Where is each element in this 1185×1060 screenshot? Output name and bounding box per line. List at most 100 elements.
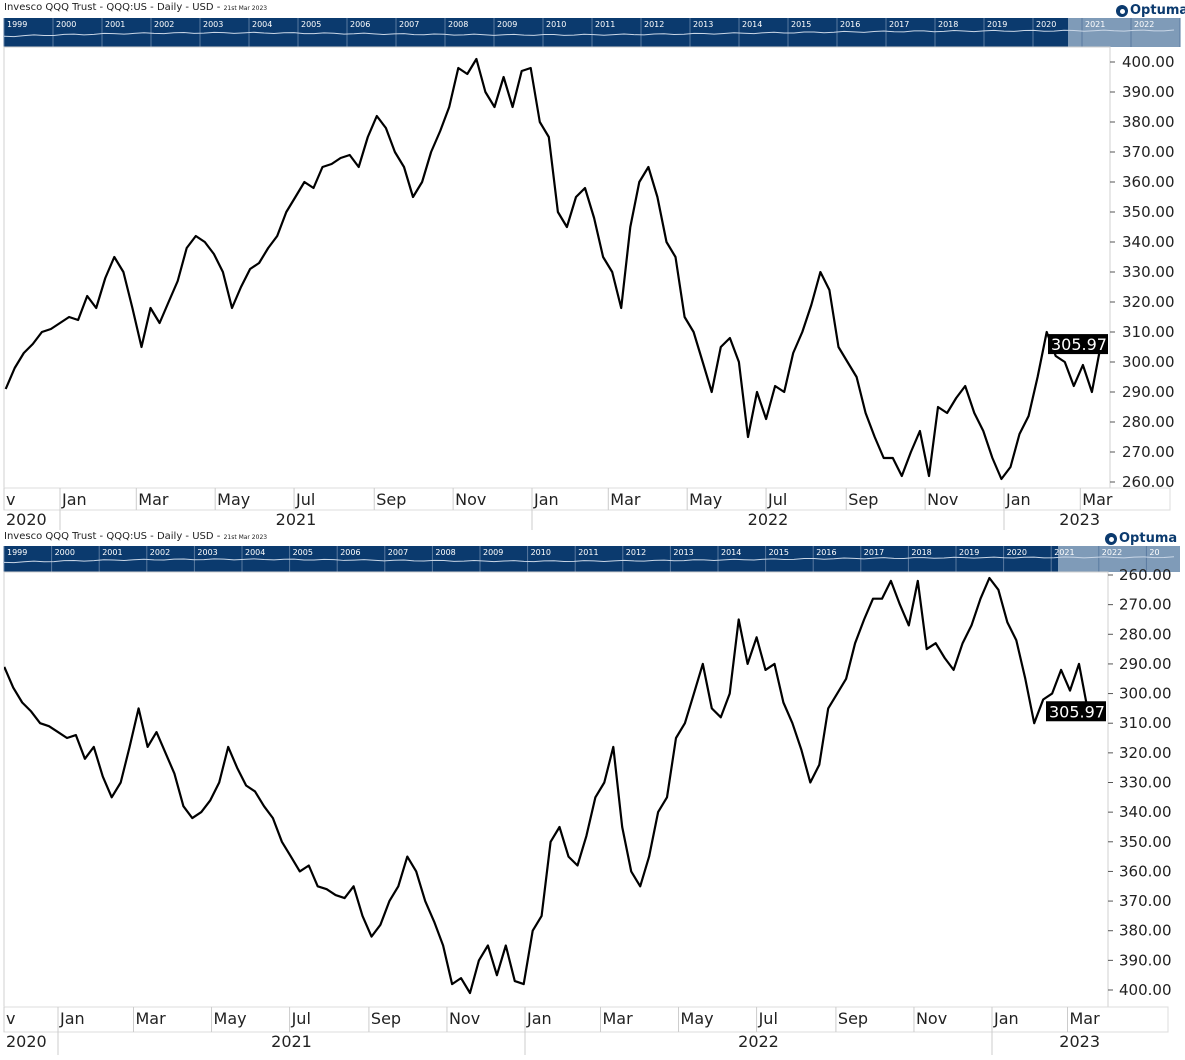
navigator-year-label: 2019 [987,20,1007,29]
x-axis-month-label: Jan [1005,490,1031,509]
chart-panel-top: 1999 2000 2001 2002 2003 2004 2005 2006 2007 2008… [0,0,1185,530]
x-axis-year-label: 2023 [1059,510,1100,529]
y-axis-label: 350.00 [1119,833,1172,851]
y-axis-label: 330.00 [1119,774,1172,792]
navigator-year-label: 2007 [399,20,419,29]
last-price-label: 305.97 [1051,335,1107,354]
y-axis-label: 260.00 [1119,566,1172,584]
x-axis-month-label: Sep [848,490,878,509]
x-axis-month-label: Mar [138,490,169,509]
navigator-history-line [3,556,1175,564]
y-axis-label: 280.00 [1122,413,1175,431]
x-axis-months [3,487,1171,511]
navigator-year-label: 2013 [693,20,713,29]
x-axis-month-label: Mar [1082,490,1113,509]
x-axis-month-label: May [681,1009,714,1028]
navigator-year-label: 2012 [644,20,664,29]
navigator-year-label: 2014 [742,20,762,29]
navigator-year-label: 2002 [154,20,174,29]
plot-area [3,571,1109,1008]
y-axis-label: 330.00 [1122,263,1175,281]
chart-title: Invesco QQQ Trust - QQQ:US - Daily - USD… [4,2,268,13]
navigator-year-label: 2005 [301,20,321,29]
navigator-history-line [3,29,1175,38]
y-axis-label: 380.00 [1119,922,1172,940]
y-axis-label: 350.00 [1122,203,1175,221]
navigator-year-label: 2004 [252,20,272,29]
last-price-badge [1048,334,1108,355]
navigator-year-label: 2017 [864,548,884,557]
navigator-year-label: 2000 [55,548,75,557]
y-axis-label: 380.00 [1122,113,1175,131]
navigator-year-label: 1999 [7,548,27,557]
plot-area [3,46,1111,489]
x-axis-month-label: Jul [295,490,315,509]
history-navigator [4,546,1180,572]
x-axis-year-label: 2021 [276,510,317,529]
x-axis-month-label: Mar [610,490,641,509]
x-axis-year-label: 2020 [6,1032,47,1051]
navigator-year-label: 2021 [1054,548,1074,557]
navigator-year-label: 2006 [350,20,370,29]
navigator-year-label: 1999 [7,20,27,29]
x-axis-month-label: Jan [993,1009,1019,1028]
navigator-year-label: 2016 [840,20,860,29]
y-axis-label: 300.00 [1119,685,1172,703]
navigator-year-label: 20 [1183,20,1185,29]
x-axis-months [3,1006,1169,1033]
y-axis-label: 390.00 [1119,951,1172,969]
y-axis-label: 310.00 [1119,714,1172,732]
price-line [4,576,1094,995]
navigator-year-label: 2019 [959,548,979,557]
navigator-year-label: 2011 [578,548,598,557]
x-axis-month-label: v [6,1009,15,1028]
x-axis-month-label: Sep [376,490,406,509]
y-axis-label: 320.00 [1122,293,1175,311]
navigator-year-label: 2013 [673,548,693,557]
navigator-year-label: 2015 [769,548,789,557]
navigator-year-label: 2010 [531,548,551,557]
navigator-year-label: 2012 [626,548,646,557]
navigator-year-label: 2017 [889,20,909,29]
y-axis-label: 270.00 [1122,443,1175,461]
navigator-year-label: 2021 [1085,20,1105,29]
navigator-year-label: 2007 [388,548,408,557]
x-axis-month-label: Mar [1069,1009,1100,1028]
navigator-year-label: 2016 [816,548,836,557]
x-axis-month-label: Jan [533,490,559,509]
y-axis-label: 370.00 [1122,143,1175,161]
y-axis-label: 290.00 [1119,655,1172,673]
price-line [4,57,1107,481]
chart-title: Invesco QQQ Trust - QQQ:US - Daily - USD… [4,531,268,542]
navigator-year-label: 2000 [56,20,76,29]
y-axis-label: 270.00 [1119,596,1172,614]
navigator-year-label: 2008 [435,548,455,557]
navigator-year-label: 2018 [938,20,958,29]
y-axis-label: 280.00 [1119,625,1172,643]
price-chart[interactable]: 1999 2000 2001 2002 2003 2004 2005 2006 2007 2008… [0,0,1185,530]
x-axis-year-label: 2022 [738,1032,779,1051]
last-price-badge [1046,701,1106,722]
x-axis-month-label: Jul [767,490,787,509]
inverted-price-chart[interactable]: 1999 2000 2001 2002 2003 2004 2005 2006 2007 2008… [0,530,1185,1060]
x-axis-month-label: Mar [135,1009,166,1028]
x-axis-month-label: Sep [371,1009,401,1028]
navigator-year-label: 2009 [497,20,517,29]
x-axis-month-label: Nov [455,490,486,509]
y-axis-label: 310.00 [1122,323,1175,341]
x-axis-month-label: Sep [838,1009,868,1028]
x-axis-month-label: Nov [916,1009,947,1028]
navigator-year-label: 2001 [105,20,125,29]
optuma-logo: Optuma [1116,3,1185,18]
navigator-year-label: 2008 [448,20,468,29]
x-axis-month-label: Jan [526,1009,552,1028]
navigator-year-label: 2020 [1036,20,1056,29]
x-axis-month-label: Jan [59,1009,85,1028]
navigator-year-label: 2010 [546,20,566,29]
navigator-year-label: 2006 [340,548,360,557]
y-axis-label: 400.00 [1119,981,1172,999]
navigator-year-label: 2009 [483,548,503,557]
x-axis-month-label: Mar [602,1009,633,1028]
y-axis-label: 260.00 [1122,473,1175,491]
navigator-year-label: 2018 [911,548,931,557]
